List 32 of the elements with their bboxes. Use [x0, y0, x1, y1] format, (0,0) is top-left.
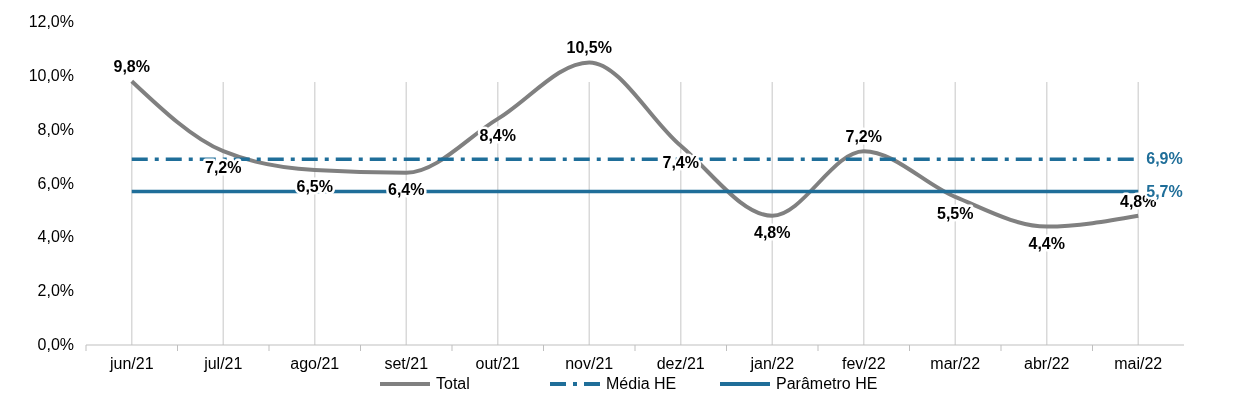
y-tick-label: 0,0% [37, 336, 74, 353]
data-label: 4,8% [754, 223, 791, 241]
data-label: 4,4% [1028, 234, 1065, 252]
data-label: 5,5% [937, 204, 974, 222]
data-label: 6,9% [1146, 150, 1183, 168]
legend-label: Parâmetro HE [776, 375, 878, 392]
x-tick-label: fev/22 [841, 355, 886, 372]
x-tick-label: ago/21 [290, 355, 340, 372]
data-label: 7,2% [845, 128, 882, 146]
y-tick-label: 6,0% [37, 174, 74, 192]
data-label: 8,4% [479, 126, 516, 144]
x-tick-label: out/21 [475, 355, 521, 372]
y-tick-label: 4,0% [37, 228, 74, 246]
data-label: 7,2% [205, 159, 242, 177]
y-tick-label: 8,0% [37, 120, 74, 138]
x-tick-label: dez/21 [656, 355, 705, 372]
y-tick-label: 10,0% [28, 66, 74, 84]
y-tick-label: 2,0% [37, 282, 74, 300]
x-tick-label: jun/21 [108, 355, 154, 372]
y-tick-label: 12,0% [28, 13, 74, 30]
legend-label: Média HE [606, 375, 677, 392]
x-tick-label: jul/21 [203, 355, 243, 372]
data-label: 7,4% [662, 153, 699, 171]
x-tick-label: abr/22 [1024, 355, 1070, 372]
x-tick-label: set/21 [384, 355, 429, 372]
data-label: 9,8% [113, 58, 150, 76]
data-label: 10,5% [566, 39, 612, 57]
x-tick-label: mai/22 [1114, 355, 1163, 372]
x-tick-label: nov/21 [565, 355, 614, 372]
legend-label: Total [436, 375, 470, 392]
x-tick-label: mar/22 [930, 355, 981, 372]
x-tick-label: jan/22 [749, 355, 795, 372]
